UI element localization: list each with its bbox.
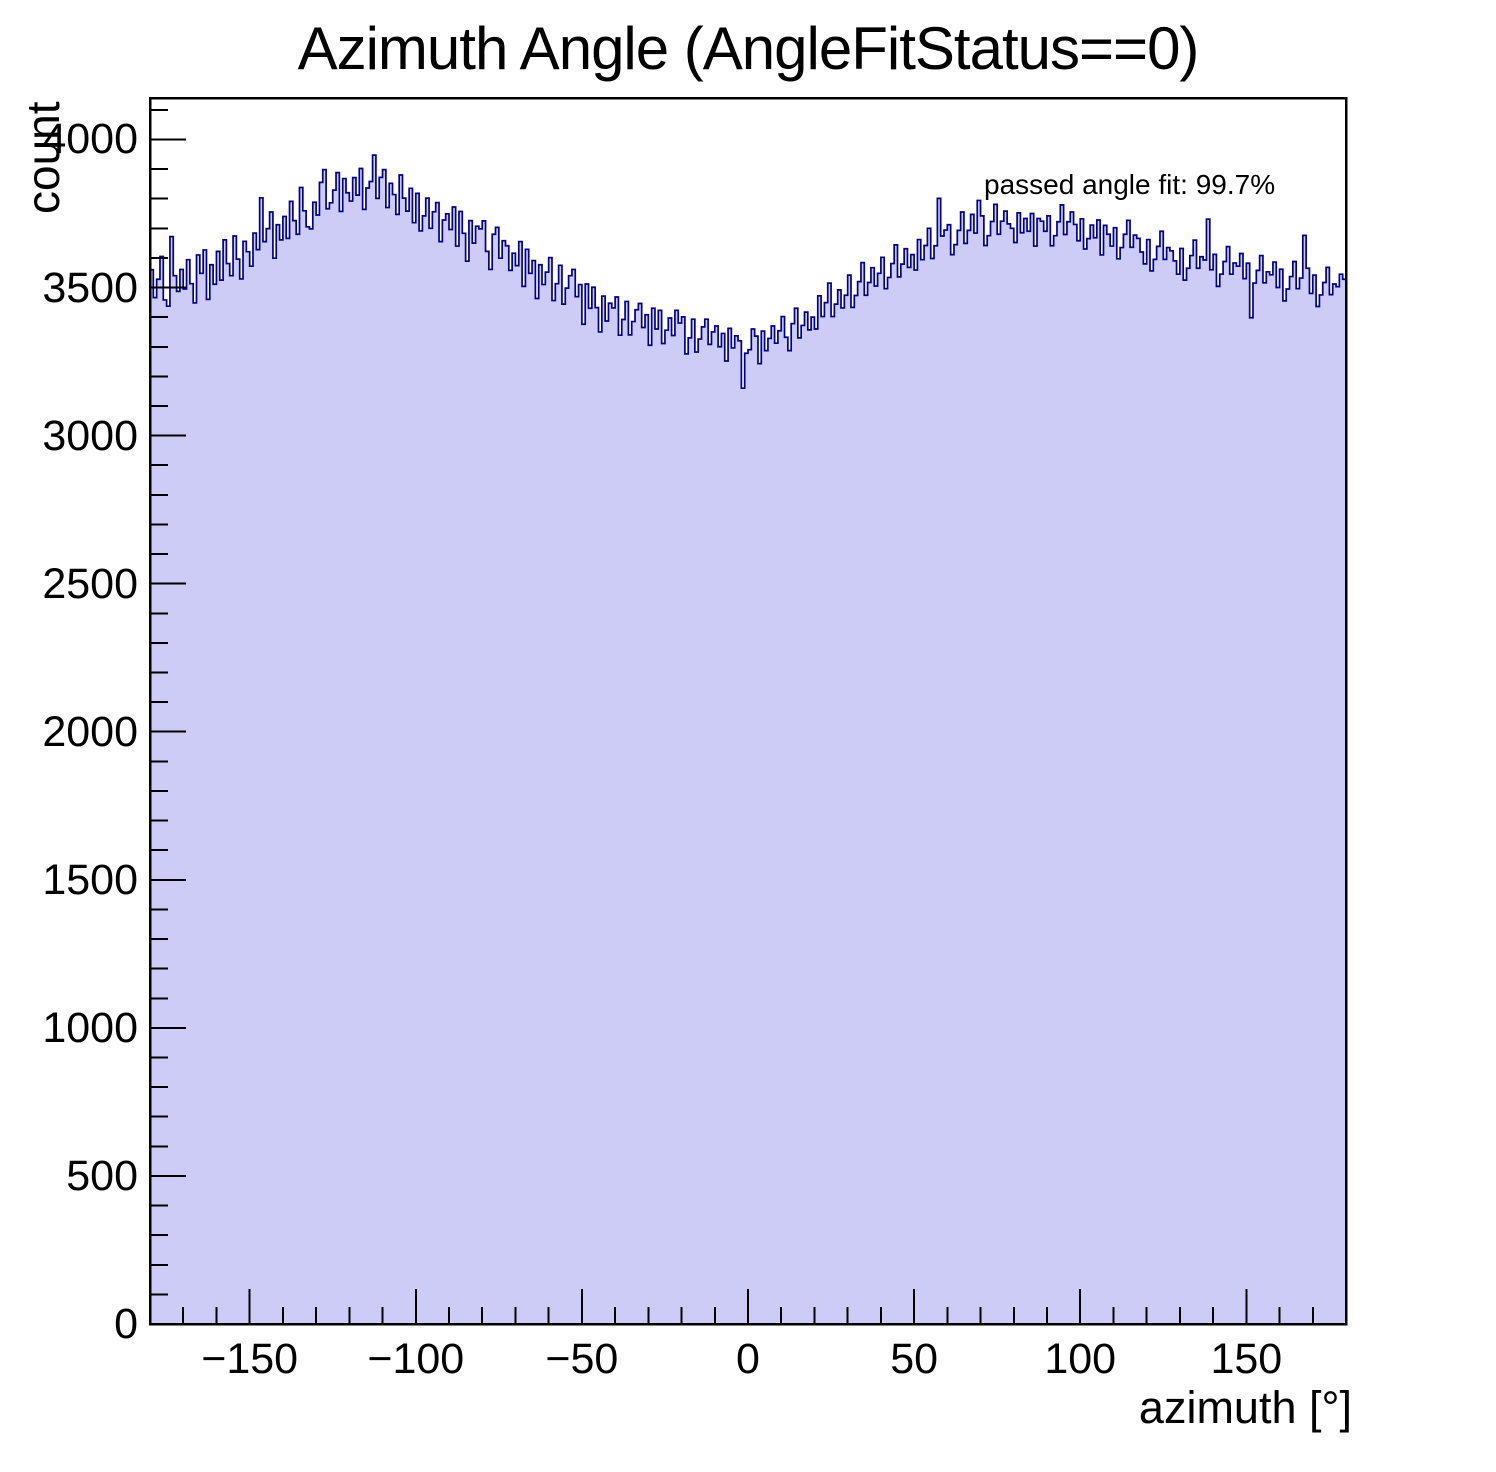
x-tick-label: 0 [736,1335,760,1383]
passed-angle-fit-annotation: passed angle fit: 99.7% [984,169,1276,200]
plot-frame [148,96,1348,1326]
y-tick-label: 1500 [42,855,138,904]
y-tick-label: 500 [66,1151,138,1200]
y-tick-label: 3500 [42,263,138,312]
x-tick-label: −50 [545,1335,619,1383]
x-tick-label: 50 [890,1335,939,1383]
x-tick-label: −100 [367,1335,465,1383]
x-tick-label: 100 [1044,1335,1117,1383]
x-axis-title: azimuth [°] [1138,1382,1352,1433]
y-axis-title: count [17,101,69,214]
y-tick-label: 2000 [42,707,138,756]
histogram-outline [149,154,1347,1324]
y-tick-label: 1000 [42,1003,138,1052]
y-tick-label: 3000 [42,411,138,460]
y-tick-label: 2500 [42,559,138,608]
x-tick-label: 150 [1210,1335,1283,1383]
histogram-fill [150,155,1346,1324]
y-tick-label: 0 [114,1300,138,1348]
y-tick-label: 4000 [42,115,138,164]
x-tick-label: −150 [201,1335,299,1383]
chart-title: Azimuth Angle (AngleFitStatus==0) [297,15,1200,82]
